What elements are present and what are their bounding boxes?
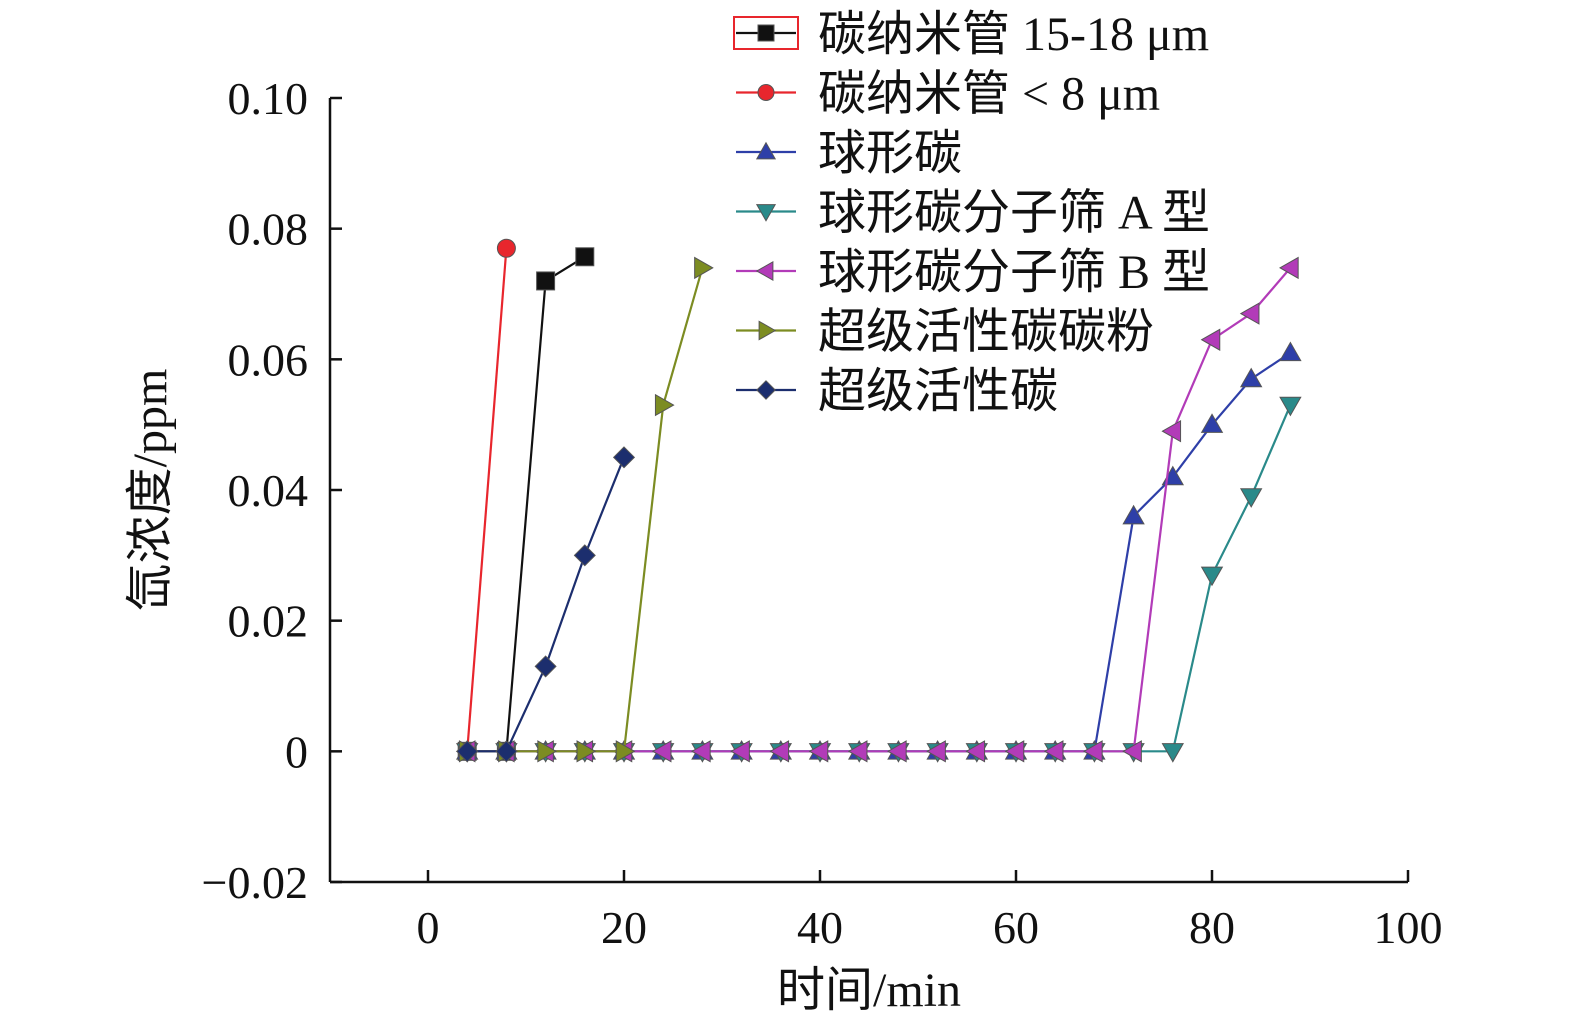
legend-label: 球形碳分子筛 A 型: [818, 187, 1210, 240]
data-point: [537, 740, 557, 763]
series-5: [458, 256, 714, 763]
data-point: [1239, 367, 1263, 388]
y-ticks: −0.02 0 0.02 0.04 0.06 0.08 0.10: [202, 73, 342, 908]
legend-swatch-marker: [755, 204, 777, 222]
x-tick-label: 40: [797, 902, 843, 953]
data-point: [1161, 419, 1182, 443]
y-tick-label: −0.02: [202, 857, 308, 908]
legend-item: 碳纳米管 15-18 μm: [733, 8, 1209, 61]
data-point: [847, 740, 868, 763]
x-tick-label: 60: [993, 902, 1039, 953]
data-point: [808, 740, 829, 763]
data-point: [1279, 396, 1302, 417]
legend-swatch-marker: [755, 260, 774, 282]
data-point: [926, 740, 946, 763]
data-point: [576, 740, 597, 763]
legend-item: 超级活性碳: [736, 365, 1058, 418]
data-point: [1239, 302, 1260, 325]
data-point: [575, 247, 595, 267]
x-axis-title: 时间/min: [777, 964, 961, 1017]
data-point: [1043, 740, 1064, 763]
data-point: [496, 238, 516, 258]
data-point: [615, 740, 636, 763]
data-point: [965, 740, 986, 763]
y-tick-label: 0.10: [228, 73, 309, 124]
x-tick-label: 20: [601, 902, 647, 953]
series-1: [457, 238, 516, 761]
legend-item: 球形碳分子筛 B 型: [736, 246, 1210, 299]
legend-swatch-marker: [757, 84, 775, 101]
data-point: [1279, 256, 1299, 280]
y-tick-label: 0.06: [228, 334, 309, 385]
data-point: [456, 740, 479, 763]
data-point: [1200, 328, 1221, 351]
x-ticks: 0 20 40 60 80 100: [417, 870, 1443, 953]
legend-swatch-marker: [755, 141, 777, 160]
data-point: [1200, 413, 1224, 433]
series-layer: [455, 238, 1302, 763]
y-tick-label: 0.02: [228, 596, 309, 647]
legend-swatch-marker: [758, 320, 777, 341]
data-point: [769, 740, 790, 763]
series-line: [466, 248, 508, 752]
data-point: [573, 544, 596, 567]
y-tick-label: 0.04: [228, 465, 309, 516]
data-point: [1122, 740, 1142, 763]
data-point: [1161, 743, 1185, 763]
data-point: [1239, 488, 1263, 508]
data-point: [495, 740, 518, 763]
data-point: [691, 740, 711, 763]
data-point: [1200, 566, 1224, 587]
data-point: [694, 256, 714, 280]
legend-highlight-box: [733, 16, 799, 50]
x-tick-label: 80: [1189, 902, 1235, 953]
data-point: [1122, 504, 1145, 525]
data-point: [651, 740, 672, 763]
y-axis-title: 氙浓度/ppm: [124, 369, 177, 612]
series-0: [457, 247, 595, 761]
legend-item: 球形碳: [736, 127, 962, 180]
legend-label: 球形碳分子筛 B 型: [818, 246, 1210, 299]
data-point: [534, 655, 557, 678]
data-point: [536, 271, 556, 291]
data-point: [612, 446, 636, 469]
y-tick-label: 0.08: [228, 204, 309, 255]
data-point: [887, 740, 907, 763]
series-line: [467, 267, 704, 753]
legend-label: 超级活性碳碳粉: [818, 306, 1154, 359]
y-tick-label: 0: [285, 726, 308, 777]
data-point: [1004, 740, 1025, 763]
legend-item: 超级活性碳碳粉: [736, 306, 1154, 359]
data-point: [730, 740, 750, 763]
series-3: [455, 396, 1302, 763]
data-point: [654, 393, 675, 417]
series-6: [456, 446, 636, 763]
series-line: [467, 404, 1292, 753]
legend-label: 碳纳米管 < 8 μm: [818, 68, 1160, 121]
data-point: [1083, 740, 1103, 763]
legend-label: 碳纳米管 15-18 μm: [818, 8, 1209, 61]
series-line: [467, 456, 626, 753]
x-tick-label: 100: [1374, 902, 1443, 953]
legend-item: 碳纳米管 < 8 μm: [736, 68, 1160, 121]
data-point: [1279, 341, 1302, 362]
legend-swatch-marker: [757, 24, 775, 42]
legend-swatch-marker: [756, 380, 776, 400]
legend-label: 球形碳: [818, 127, 962, 180]
legend-item: 球形碳分子筛 A 型: [736, 187, 1210, 240]
legend-label: 超级活性碳: [818, 365, 1058, 418]
x-tick-label: 0: [417, 902, 440, 953]
series-line: [467, 255, 586, 753]
